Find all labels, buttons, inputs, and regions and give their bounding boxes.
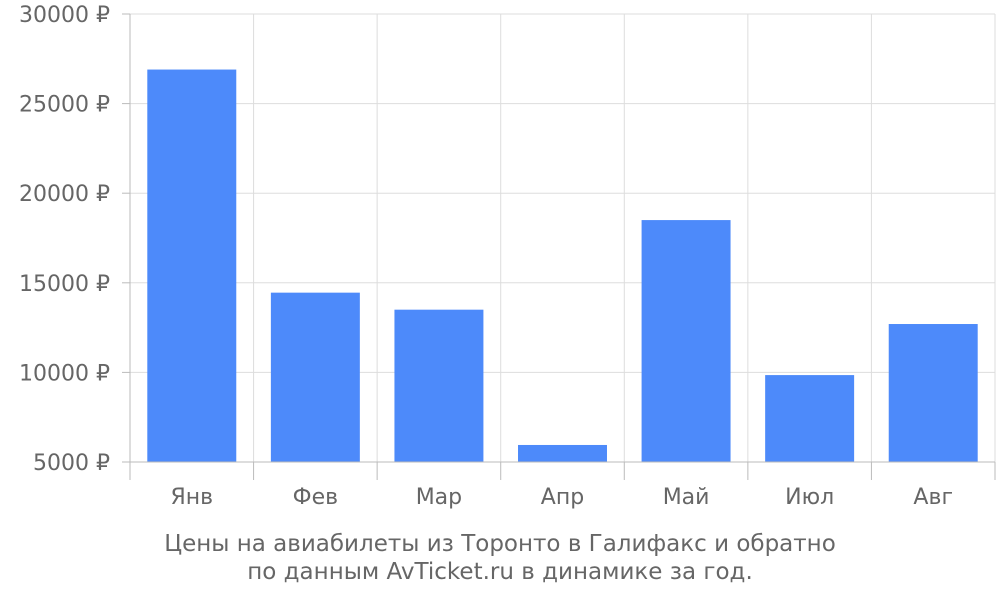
- y-axis-ticks: 5000 ₽ 10000 ₽ 15000 ₽ 20000 ₽ 25000 ₽ 30000 …: [19, 3, 130, 476]
- caption-line-2: по данным AvTicket.ru в динамике за год.: [247, 559, 753, 585]
- caption-line-1: Цены на авиабилеты из Торонто в Галифакс…: [164, 531, 836, 557]
- x-tick-label: Авг: [913, 485, 953, 510]
- y-tick-label: 20000 ₽: [19, 182, 110, 207]
- x-tick-label: Фев: [293, 485, 338, 510]
- y-tick-label: 5000 ₽: [33, 451, 110, 476]
- x-tick-label: Июл: [785, 485, 834, 510]
- bars: [147, 69, 978, 462]
- bar: [518, 444, 607, 462]
- x-tick-label: Май: [663, 485, 710, 510]
- bar: [641, 220, 731, 462]
- bar: [394, 309, 484, 462]
- bar: [147, 69, 237, 462]
- x-axis-ticks: Янв Фев Мар Апр Май Июл Авг: [129, 462, 996, 510]
- axes: [129, 14, 995, 480]
- y-tick-label: 25000 ₽: [19, 93, 110, 118]
- y-tick-label: 30000 ₽: [19, 3, 110, 28]
- x-tick-label: Янв: [170, 485, 213, 510]
- bar: [270, 292, 360, 462]
- y-tick-label: 10000 ₽: [19, 361, 110, 386]
- y-tick-label: 15000 ₽: [19, 272, 110, 297]
- x-tick-label: Мар: [416, 485, 462, 510]
- bar-chart: 5000 ₽ 10000 ₽ 15000 ₽ 20000 ₽ 25000 ₽ 30000 …: [19, 3, 996, 510]
- x-tick-label: Апр: [541, 485, 584, 510]
- grid-lines: [130, 13, 996, 463]
- bar: [888, 324, 978, 462]
- bar: [765, 375, 855, 462]
- chart-caption: Цены на авиабилеты из Торонто в Галифакс…: [0, 530, 1000, 586]
